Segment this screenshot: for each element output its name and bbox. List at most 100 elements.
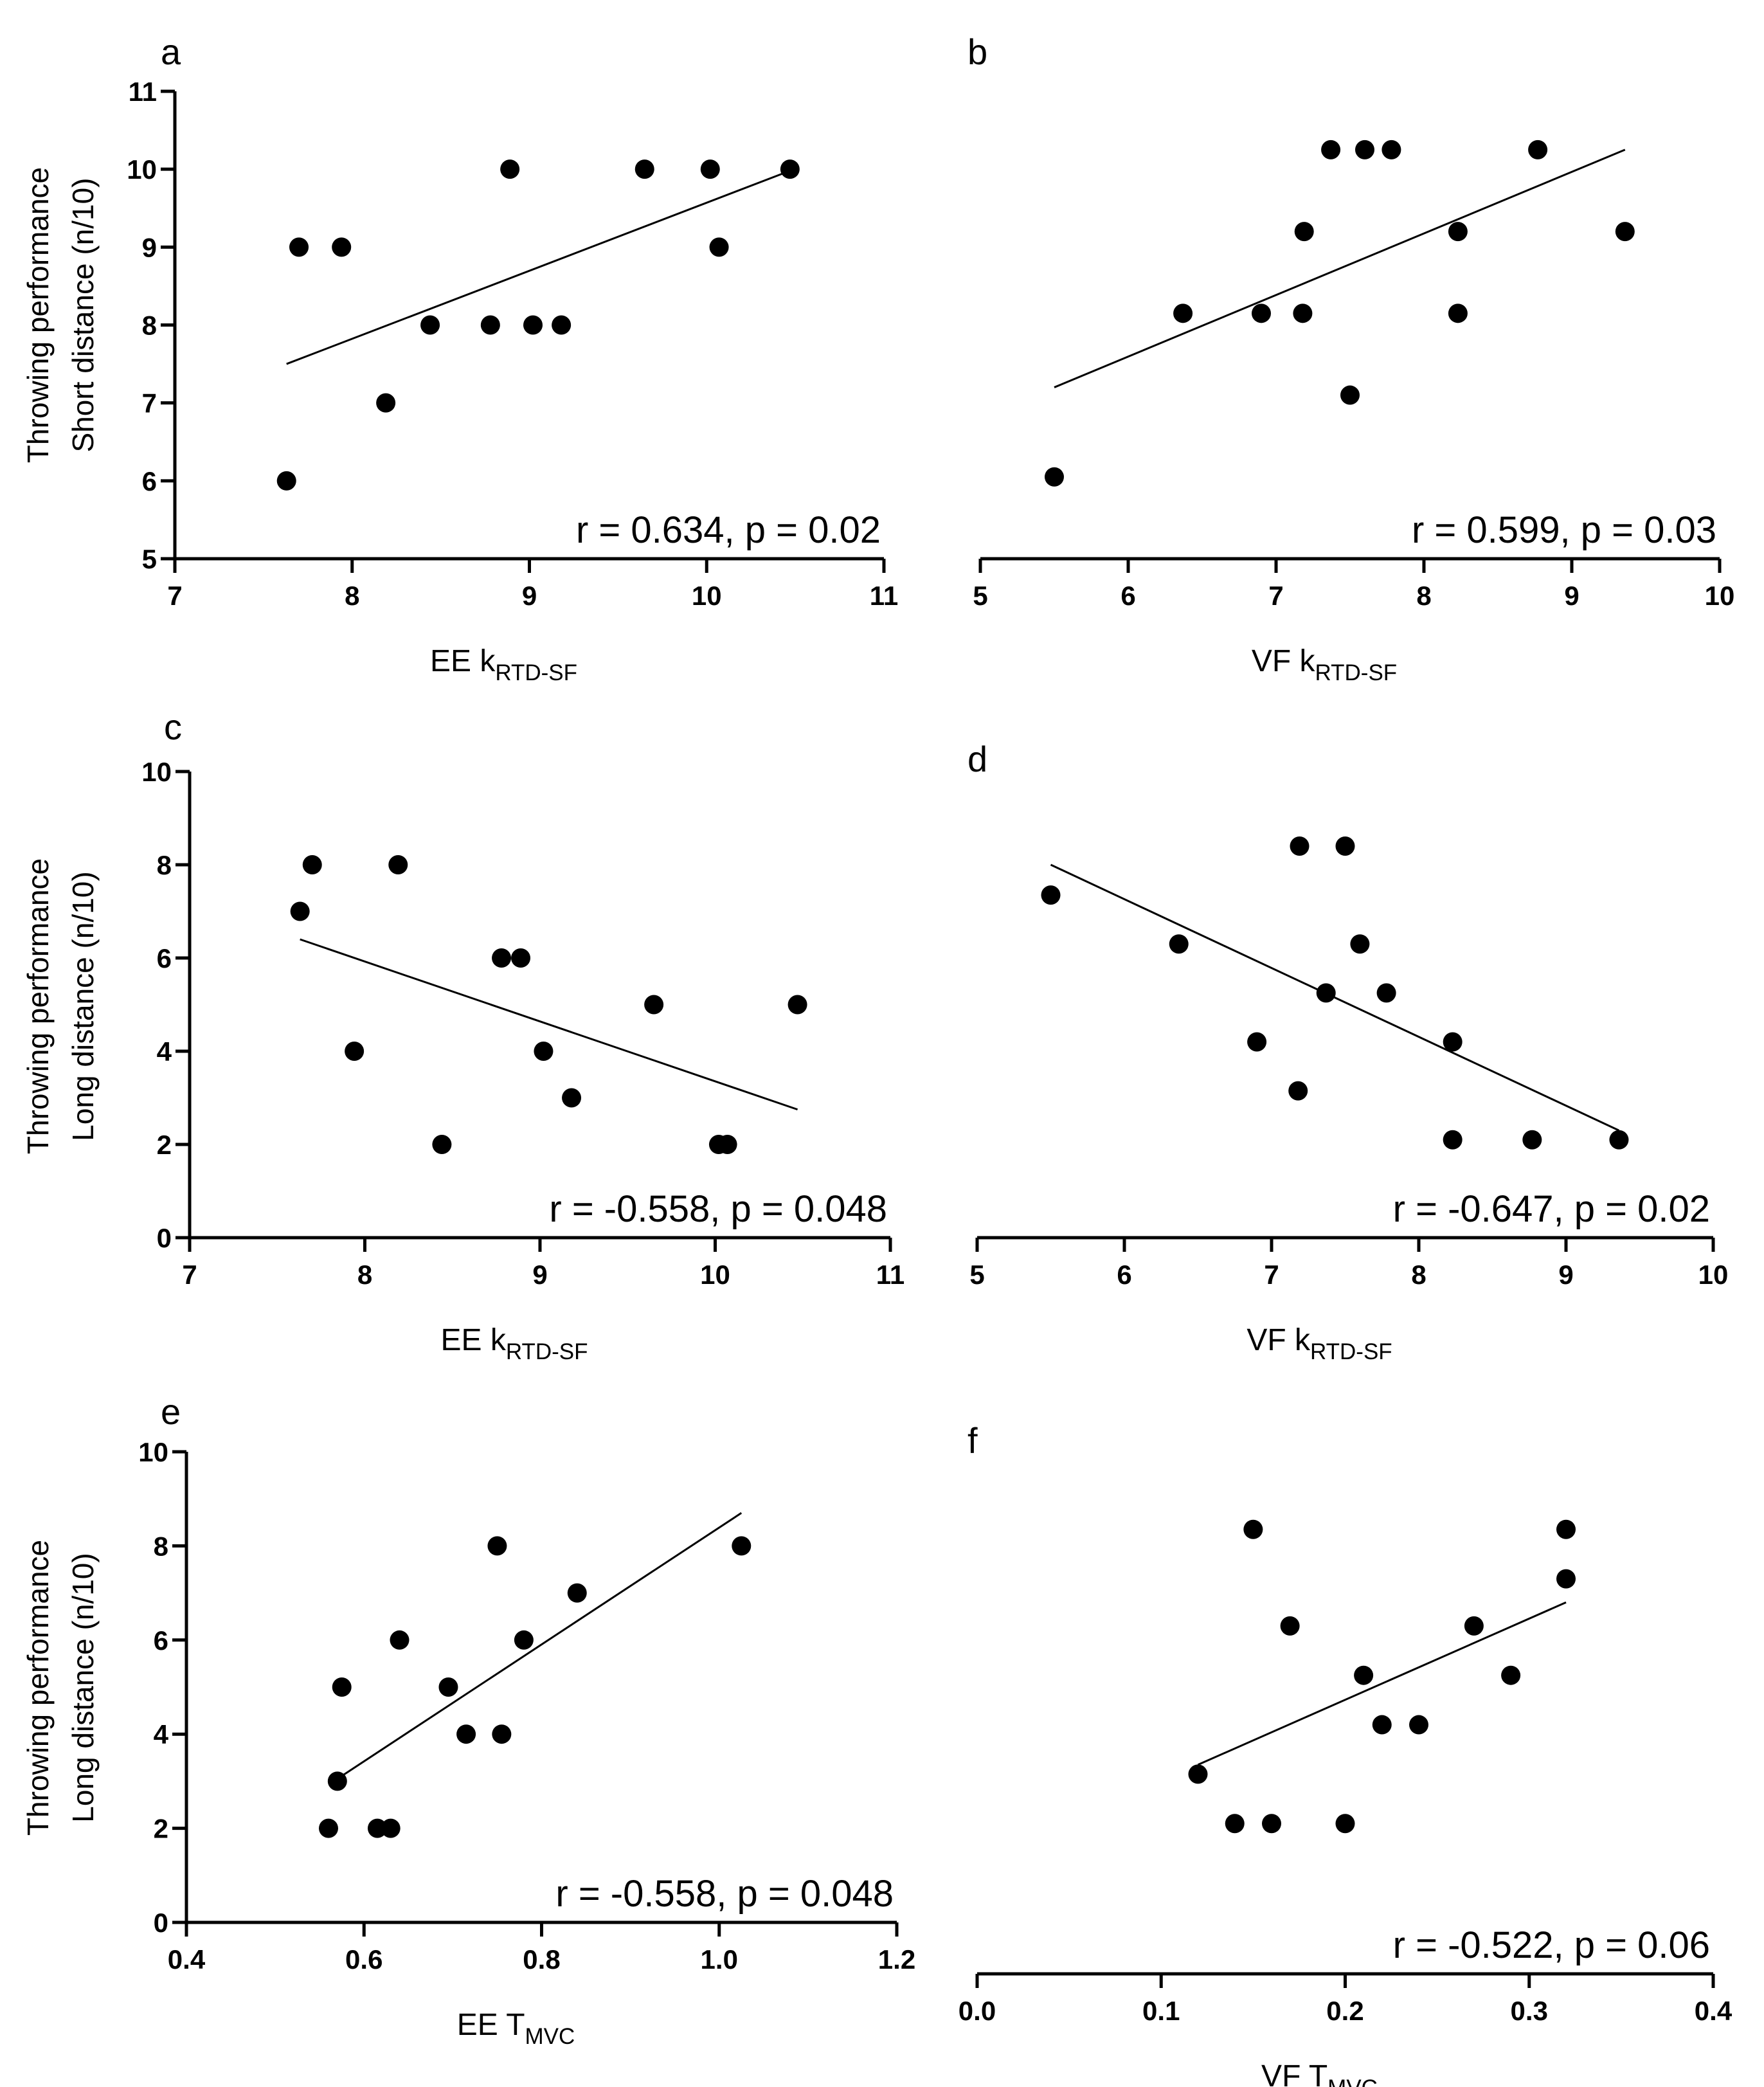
y-axis-title: Long distance (n/10) bbox=[66, 871, 100, 1141]
y-axis-title: Short distance (n/10) bbox=[66, 177, 100, 452]
x-tick-label: 0.0 bbox=[959, 1996, 996, 2026]
data-point bbox=[1316, 983, 1336, 1003]
x-tick-label: 0.4 bbox=[1695, 1996, 1733, 2026]
data-point bbox=[480, 315, 500, 335]
data-point bbox=[1252, 303, 1271, 323]
data-point bbox=[492, 1724, 512, 1744]
y-tick-label: 8 bbox=[154, 1531, 168, 1561]
x-tick-label: 10 bbox=[1705, 581, 1735, 611]
panel-c: c 7 8 9 10 11 0 2 4 6 8 10 Throwing performance Long … bbox=[21, 707, 905, 1364]
y-tick-label: 11 bbox=[129, 77, 157, 107]
x-tick-label: 6 bbox=[1120, 581, 1135, 611]
data-point bbox=[1615, 222, 1635, 242]
panel-letter: d bbox=[968, 739, 987, 779]
data-point bbox=[1045, 467, 1064, 487]
x-axis-title: EE kRTD-SF bbox=[430, 644, 577, 685]
data-point bbox=[1280, 1616, 1300, 1636]
x-tick-label: 10 bbox=[1698, 1260, 1729, 1290]
data-point bbox=[1522, 1130, 1542, 1150]
data-point bbox=[1288, 1081, 1308, 1101]
data-point bbox=[332, 237, 352, 257]
data-point bbox=[1225, 1814, 1245, 1834]
data-point bbox=[1247, 1032, 1267, 1052]
x-tick-label: 8 bbox=[1416, 581, 1431, 611]
panel-letter: f bbox=[968, 1420, 978, 1461]
y-tick-label: 4 bbox=[154, 1719, 169, 1749]
y-tick-label: 0 bbox=[157, 1223, 172, 1253]
x-axis-title: VF kRTD-SF bbox=[1246, 1323, 1392, 1364]
data-point bbox=[1382, 140, 1401, 159]
data-point bbox=[1464, 1616, 1484, 1636]
data-point bbox=[432, 1135, 452, 1154]
correlation-annotation: r = -0.522, p = 0.06 bbox=[1393, 1924, 1710, 1966]
data-point bbox=[1335, 836, 1355, 856]
data-point bbox=[1556, 1569, 1576, 1589]
y-tick-label: 8 bbox=[142, 311, 157, 341]
data-point bbox=[1243, 1519, 1263, 1539]
data-point bbox=[327, 1771, 347, 1791]
y-tick-label: 2 bbox=[154, 1814, 168, 1844]
data-point bbox=[1448, 222, 1468, 242]
x-tick-label: 0.2 bbox=[1326, 1996, 1364, 2026]
x-tick-label: 0.4 bbox=[168, 1944, 206, 1974]
panel-letter: b bbox=[968, 32, 987, 72]
panel-letter: a bbox=[161, 32, 181, 72]
x-axis-title: EE kRTD-SF bbox=[440, 1323, 588, 1364]
y-tick-label: 2 bbox=[157, 1130, 172, 1160]
correlation-annotation: r = 0.599, p = 0.03 bbox=[1412, 509, 1716, 551]
y-tick-label: 6 bbox=[142, 466, 157, 496]
y-tick-label: 0 bbox=[154, 1908, 168, 1938]
x-tick-label: 8 bbox=[345, 581, 359, 611]
data-point bbox=[700, 159, 720, 179]
x-axis-title: EE TMVC bbox=[457, 2008, 575, 2049]
data-point bbox=[319, 1818, 338, 1838]
data-point bbox=[376, 393, 396, 413]
panel-d: d 5 6 7 8 9 10 VF kRTD-SF r = -0.647, p = 0.02 bbox=[968, 739, 1728, 1364]
x-tick-label: 7 bbox=[1268, 581, 1283, 611]
regression-line bbox=[300, 938, 798, 1111]
panel-b: b 5 6 7 8 9 10 VF kRTD-SF r = 0.599, p = 0.03 bbox=[968, 32, 1734, 685]
y-tick-label: 9 bbox=[142, 232, 157, 262]
data-point bbox=[732, 1536, 752, 1556]
panel-e: e 0.4 0.6 0.8 1.0 1.2 0 2 4 6 8 10 Throwing performa… bbox=[21, 1391, 915, 2049]
panel-f: f 0.0 0.1 0.2 0.3 0.4 VF TMVC r = -0.522, p = 0… bbox=[959, 1420, 1733, 2087]
data-point bbox=[644, 995, 664, 1015]
data-point bbox=[1409, 1715, 1428, 1735]
x-tick-label: 10 bbox=[692, 581, 722, 611]
data-point bbox=[1169, 934, 1189, 954]
data-point bbox=[302, 855, 322, 874]
data-point bbox=[1376, 983, 1396, 1003]
data-point bbox=[567, 1583, 587, 1603]
data-point bbox=[780, 159, 800, 179]
regression-line bbox=[1197, 1601, 1567, 1766]
data-point bbox=[367, 1818, 387, 1838]
panel-letter: c bbox=[164, 707, 182, 747]
x-tick-label: 6 bbox=[1117, 1260, 1131, 1290]
data-point bbox=[492, 948, 512, 968]
data-point bbox=[514, 1630, 534, 1650]
data-point bbox=[1290, 836, 1310, 856]
x-tick-label: 9 bbox=[522, 581, 537, 611]
x-axis-title: VF kRTD-SF bbox=[1252, 644, 1397, 685]
y-tick-label: 6 bbox=[154, 1625, 168, 1656]
data-point bbox=[456, 1724, 476, 1744]
x-tick-label: 7 bbox=[1264, 1260, 1279, 1290]
x-tick-label: 1.2 bbox=[878, 1944, 915, 1974]
x-tick-label: 8 bbox=[1411, 1260, 1426, 1290]
data-point bbox=[1556, 1519, 1576, 1539]
x-tick-label: 11 bbox=[876, 1260, 905, 1290]
y-tick-label: 4 bbox=[157, 1036, 172, 1067]
data-point bbox=[717, 1135, 737, 1154]
x-tick-label: 7 bbox=[167, 581, 182, 611]
y-tick-label: 6 bbox=[157, 943, 172, 973]
data-point bbox=[1335, 1814, 1355, 1834]
x-tick-label: 0.6 bbox=[345, 1944, 382, 1974]
data-point bbox=[390, 1630, 410, 1650]
data-point bbox=[1294, 222, 1314, 242]
data-point bbox=[1528, 140, 1548, 159]
data-point bbox=[523, 315, 543, 335]
x-tick-label: 9 bbox=[1558, 1260, 1573, 1290]
y-axis-title: Long distance (n/10) bbox=[66, 1553, 100, 1822]
data-point bbox=[562, 1088, 582, 1108]
